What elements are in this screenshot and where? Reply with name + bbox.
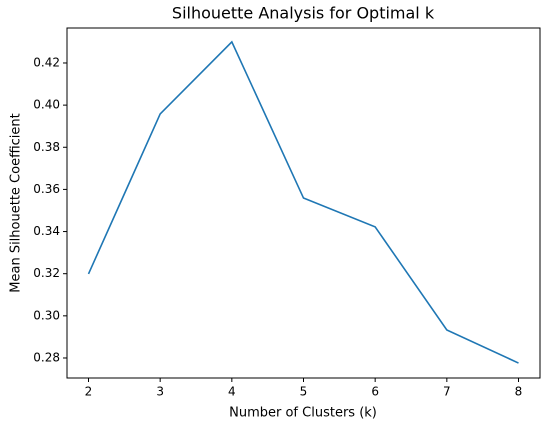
y-tick-label: 0.36 <box>33 182 60 196</box>
chart-title: Silhouette Analysis for Optimal k <box>172 4 435 23</box>
y-tick-label: 0.28 <box>33 350 60 364</box>
x-tick-label: 2 <box>85 385 93 399</box>
y-axis-label: Mean Silhouette Coefficient <box>9 113 24 292</box>
x-tick-label: 6 <box>371 385 379 399</box>
x-tick-label: 8 <box>515 385 523 399</box>
x-tick-label: 5 <box>300 385 308 399</box>
y-tick-label: 0.32 <box>33 266 60 280</box>
plot-frame <box>66 27 541 379</box>
y-tick-label: 0.42 <box>33 55 60 69</box>
data-line <box>87 40 519 364</box>
x-axis-label: Number of Clusters (k) <box>229 406 377 421</box>
y-tick-label: 0.34 <box>33 224 60 238</box>
x-tick-label: 4 <box>228 385 236 399</box>
x-tick-label: 3 <box>156 385 164 399</box>
y-tick-label: 0.30 <box>33 308 60 322</box>
x-tick-label: 7 <box>443 385 451 399</box>
y-tick-label: 0.40 <box>33 98 60 112</box>
y-tick-label: 0.38 <box>33 140 60 154</box>
